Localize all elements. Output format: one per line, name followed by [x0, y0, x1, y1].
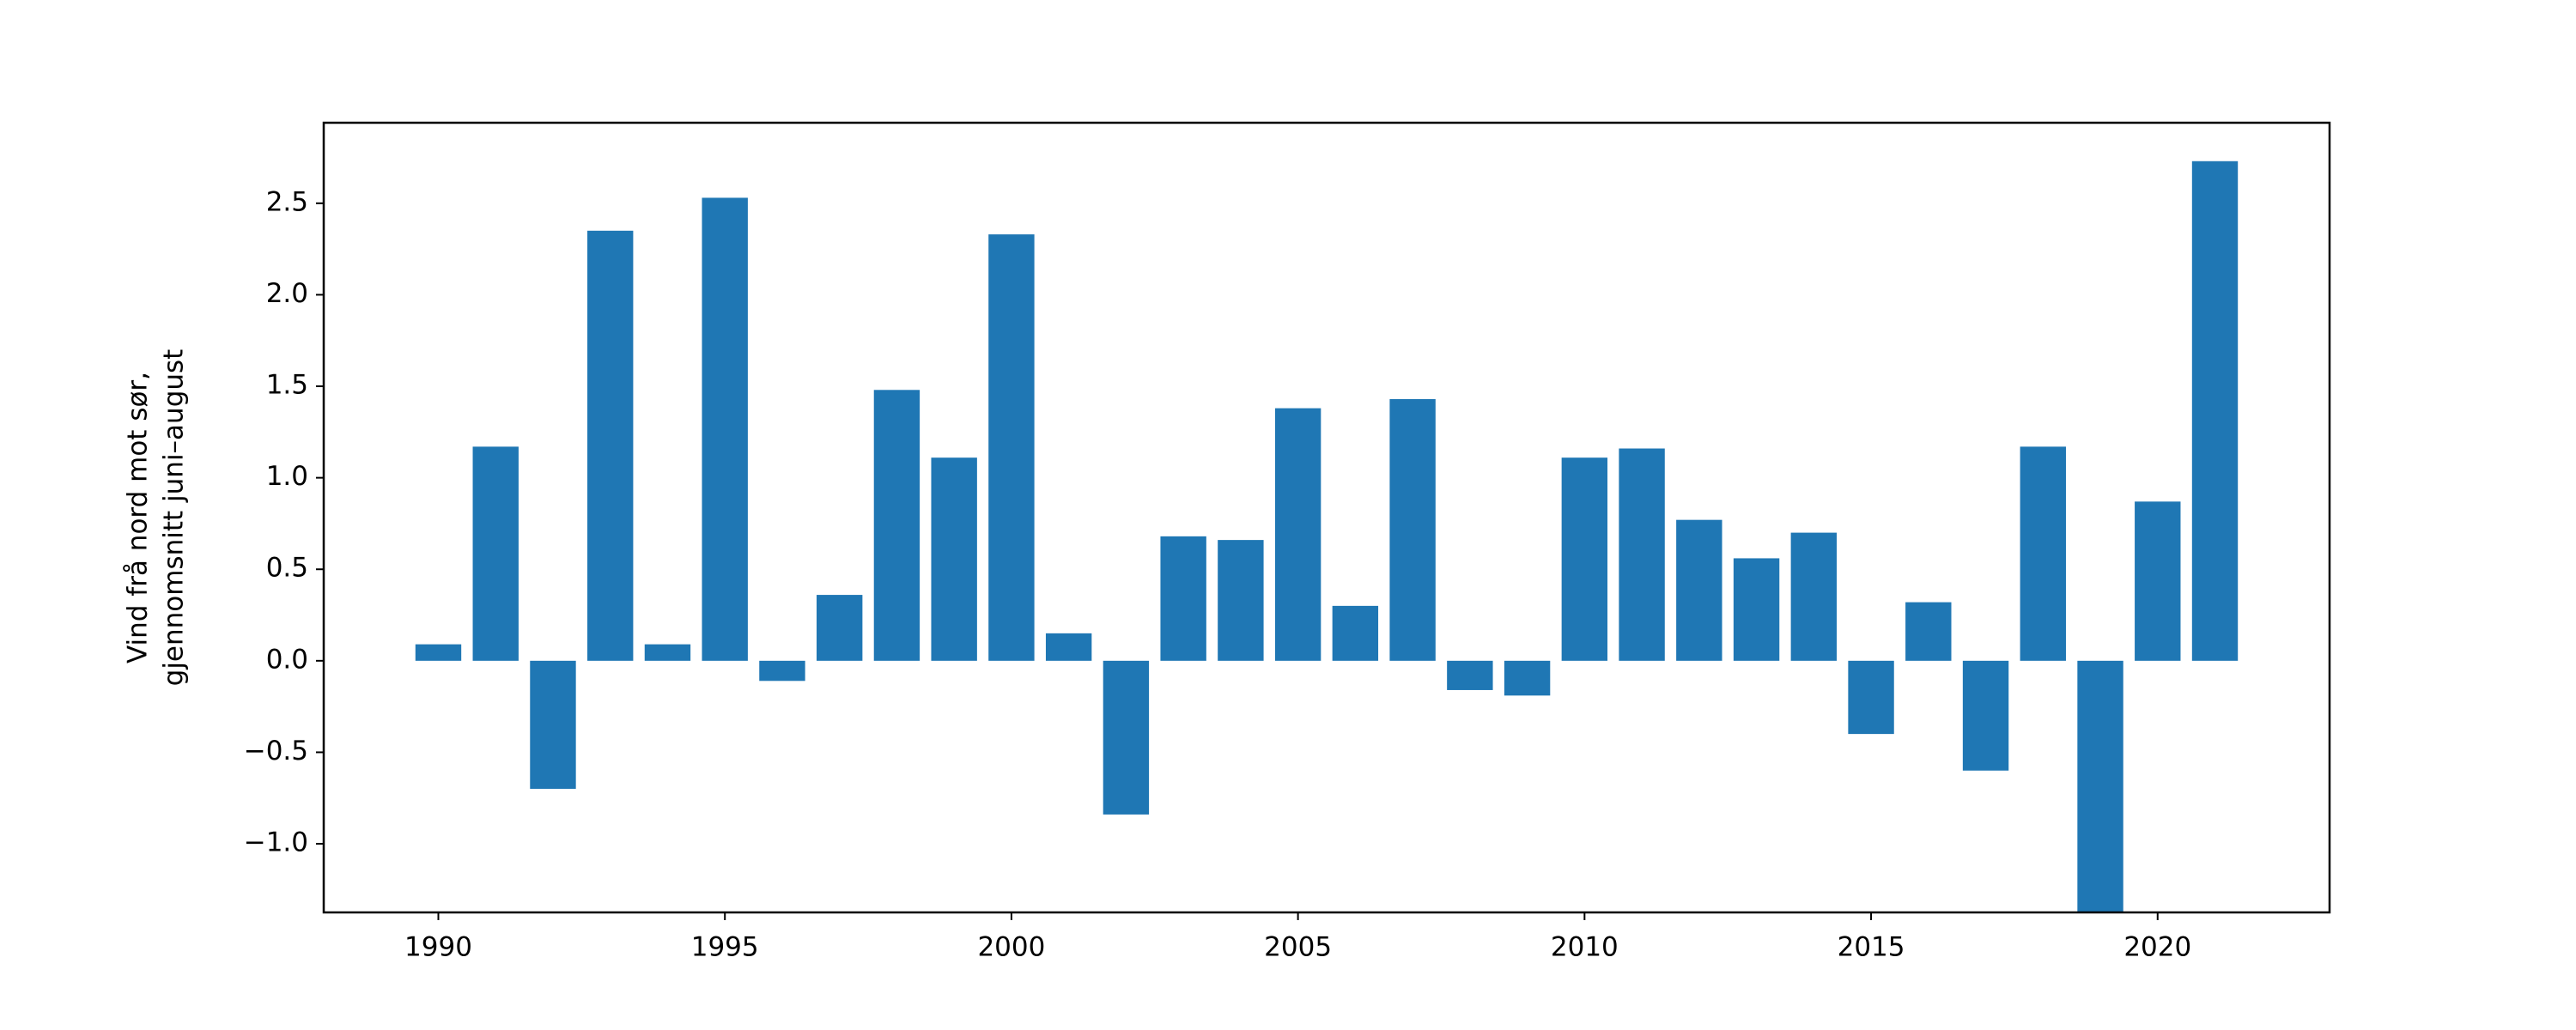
- bar: [1733, 558, 1780, 661]
- bar: [1045, 633, 1092, 661]
- y-tick-label: −1.0: [244, 827, 308, 858]
- bar: [1447, 660, 1493, 690]
- x-tick-label: 2000: [977, 932, 1045, 963]
- x-tick-label: 2020: [2123, 932, 2191, 963]
- bar: [1962, 660, 2009, 771]
- y-tick-label: 2.0: [266, 278, 308, 309]
- bar: [1676, 519, 1722, 661]
- bar: [587, 230, 634, 661]
- bar: [1274, 408, 1321, 661]
- bar: [2135, 501, 2181, 661]
- x-tick-label: 1990: [404, 932, 472, 963]
- bar: [1504, 660, 1551, 696]
- y-tick-label: −0.5: [244, 736, 308, 766]
- bar: [2191, 161, 2239, 661]
- x-tick-label: 1995: [691, 932, 759, 963]
- bar: [759, 660, 805, 682]
- y-tick-label: 1.0: [266, 461, 308, 492]
- bar: [1905, 602, 1952, 661]
- y-tick-label: 1.5: [266, 370, 308, 401]
- bar: [2020, 446, 2066, 661]
- y-tick-label: 0.0: [266, 644, 308, 675]
- y-tick-label: 2.5: [266, 186, 308, 217]
- bar: [816, 595, 863, 661]
- bar: [988, 234, 1035, 661]
- plot-frame: [322, 121, 2331, 914]
- bar: [1160, 536, 1206, 661]
- y-axis-label: gjennomsnitt juni–august: [159, 349, 190, 687]
- bar: [1218, 540, 1264, 661]
- x-tick-label: 2010: [1551, 932, 1619, 963]
- bar: [1332, 605, 1379, 661]
- y-tick-label: 0.5: [266, 553, 308, 584]
- x-tick-label: 2015: [1838, 932, 1905, 963]
- bar: [2077, 660, 2123, 912]
- x-tick-label: 2005: [1264, 932, 1332, 963]
- bar: [1790, 532, 1838, 661]
- bar: [1619, 448, 1665, 661]
- bar: [530, 660, 576, 790]
- y-axis-label: Vind frå nord mot sør,: [123, 372, 154, 663]
- bar: [1848, 660, 1894, 735]
- bar: [702, 197, 748, 661]
- bar: [1389, 398, 1436, 661]
- bars: [415, 161, 2239, 912]
- bar: [1103, 660, 1150, 815]
- bar: [1561, 457, 1608, 661]
- bar: [415, 644, 462, 661]
- bar: [644, 644, 691, 661]
- bar: [873, 390, 920, 661]
- bar: [472, 446, 519, 661]
- bar: [931, 457, 977, 661]
